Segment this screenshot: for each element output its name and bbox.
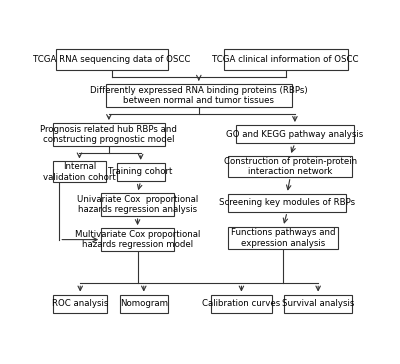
- FancyBboxPatch shape: [117, 163, 165, 181]
- Text: ROC analysis: ROC analysis: [52, 299, 108, 308]
- Text: Univariate Cox  proportional
hazards regression analysis: Univariate Cox proportional hazards regr…: [77, 195, 198, 214]
- Text: Screening key modules of RBPs: Screening key modules of RBPs: [219, 198, 355, 207]
- FancyBboxPatch shape: [211, 294, 272, 313]
- FancyBboxPatch shape: [53, 161, 106, 182]
- FancyBboxPatch shape: [224, 49, 348, 70]
- FancyBboxPatch shape: [53, 294, 107, 313]
- FancyBboxPatch shape: [228, 227, 338, 249]
- FancyBboxPatch shape: [101, 193, 174, 216]
- Text: Prognosis related hub RBPs and
constructing prognostic model: Prognosis related hub RBPs and construct…: [40, 125, 177, 144]
- FancyBboxPatch shape: [56, 49, 168, 70]
- Text: Construction of protein-protein
interaction network: Construction of protein-protein interact…: [224, 157, 357, 176]
- FancyBboxPatch shape: [236, 125, 354, 143]
- FancyBboxPatch shape: [284, 294, 352, 313]
- Text: Multivariate Cox proportional
hazards regression model: Multivariate Cox proportional hazards re…: [75, 230, 200, 249]
- Text: TCGA clinical information of OSCC: TCGA clinical information of OSCC: [212, 55, 359, 64]
- Text: Nomogram: Nomogram: [120, 299, 168, 308]
- Text: Training cohort: Training cohort: [108, 167, 173, 177]
- FancyBboxPatch shape: [228, 156, 352, 177]
- Text: TCGA RNA sequencing data of OSCC: TCGA RNA sequencing data of OSCC: [33, 55, 191, 64]
- Text: Internal
validation cohort: Internal validation cohort: [43, 162, 116, 182]
- Text: GO and KEGG pathway analysis: GO and KEGG pathway analysis: [226, 130, 364, 139]
- FancyBboxPatch shape: [53, 123, 165, 146]
- FancyBboxPatch shape: [228, 194, 346, 212]
- Text: Functions pathways and
expression analysis: Functions pathways and expression analys…: [231, 228, 336, 248]
- FancyBboxPatch shape: [120, 294, 168, 313]
- FancyBboxPatch shape: [106, 84, 292, 107]
- Text: Survival analysis: Survival analysis: [282, 299, 354, 308]
- Text: Differently expressed RNA binding proteins (RBPs)
between normal and tumor tissu: Differently expressed RNA binding protei…: [90, 86, 308, 105]
- Text: Calibration curves: Calibration curves: [202, 299, 280, 308]
- FancyBboxPatch shape: [101, 228, 174, 251]
